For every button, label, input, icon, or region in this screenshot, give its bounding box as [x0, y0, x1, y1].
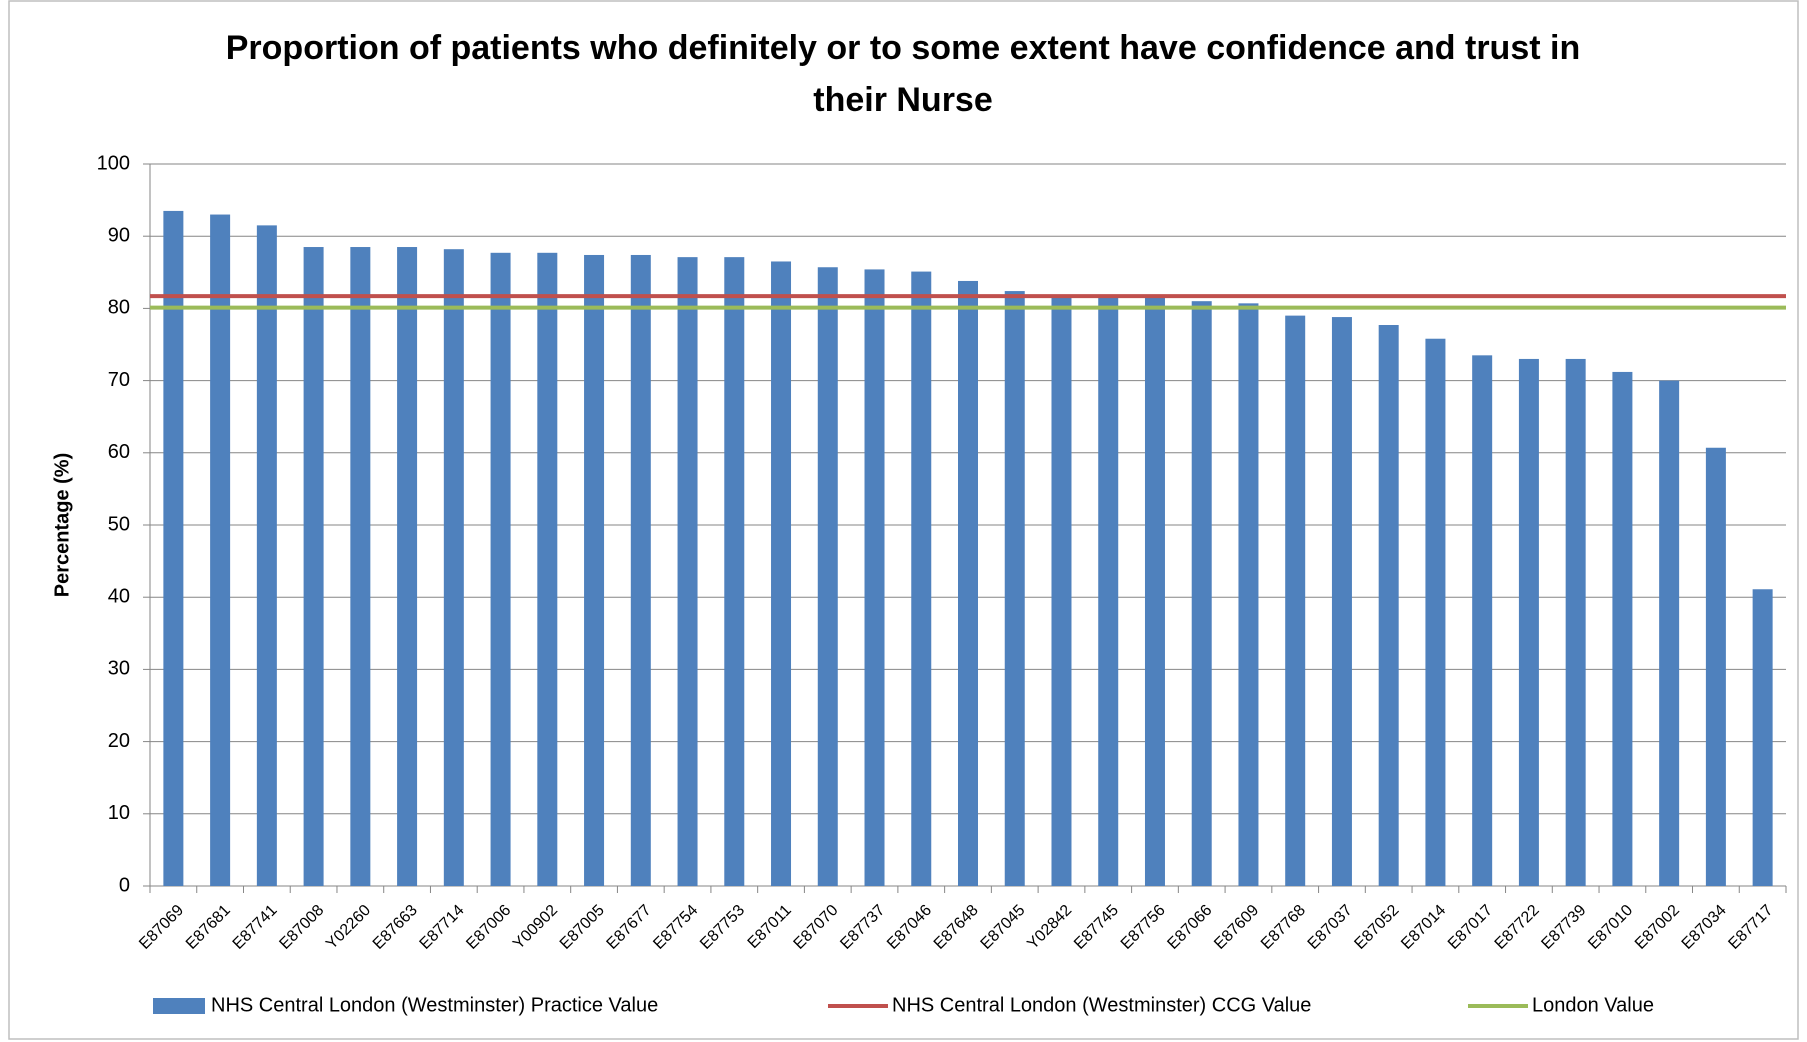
x-tick-label: E87066 — [1164, 902, 1215, 953]
x-tick-label: E87002 — [1632, 902, 1683, 953]
legend-label: London Value — [1532, 994, 1654, 1016]
x-tick-label: E87722 — [1492, 902, 1543, 953]
y-tick-label: 90 — [108, 224, 130, 246]
bar — [537, 252, 558, 886]
bar — [1378, 325, 1399, 887]
bar — [958, 280, 978, 886]
x-tick-label: E87714 — [417, 902, 468, 953]
y-tick-label: 100 — [97, 152, 130, 174]
x-tick-label: E87609 — [1211, 902, 1262, 953]
bar — [771, 261, 792, 887]
bar — [1472, 355, 1493, 887]
x-tick-label: E87741 — [230, 902, 281, 953]
x-tick-label: E87754 — [650, 902, 701, 953]
bar — [163, 210, 184, 886]
x-tick-label: E87663 — [370, 902, 421, 953]
bar — [490, 252, 511, 886]
x-tick-label: Y00902 — [510, 902, 561, 953]
x-tick-label: E87756 — [1118, 902, 1169, 953]
x-tick-label: E87745 — [1071, 902, 1122, 953]
bar — [443, 249, 464, 887]
x-tick-label: E87753 — [697, 902, 748, 953]
x-tick-label: E87005 — [557, 902, 608, 953]
x-tick-label: Y02842 — [1024, 902, 1075, 953]
x-tick-label: E87011 — [745, 902, 795, 952]
x-tick-label: E87717 — [1725, 902, 1776, 953]
y-axis-label: Percentage (%) — [51, 453, 73, 598]
x-tick-label: E87045 — [978, 902, 1029, 953]
chart-border — [8, 0, 1799, 1040]
bar — [256, 225, 277, 886]
bar — [1518, 358, 1539, 886]
bar — [1752, 589, 1773, 886]
bar — [350, 247, 371, 886]
x-tick-label: E87037 — [1305, 902, 1356, 953]
bar — [1425, 338, 1446, 886]
bar — [817, 267, 838, 887]
x-tick-label: E87681 — [183, 902, 234, 953]
bar — [1612, 371, 1633, 886]
bar — [303, 247, 324, 886]
x-tick-label: E87017 — [1445, 902, 1496, 953]
bar — [1191, 301, 1212, 886]
x-tick-label: E87739 — [1538, 902, 1589, 953]
y-tick-label: 50 — [108, 513, 130, 535]
bar — [677, 257, 698, 886]
x-tick-label: E87677 — [604, 902, 655, 953]
bar — [1004, 291, 1025, 886]
y-tick-label: 80 — [108, 297, 130, 319]
x-tick-label: Y02260 — [323, 902, 374, 953]
bar — [1051, 297, 1072, 886]
y-tick-label: 40 — [108, 585, 130, 607]
x-tick-label: E87008 — [276, 902, 327, 953]
x-tick-label: E87737 — [837, 902, 888, 953]
x-tick-label: E87006 — [463, 902, 514, 953]
y-tick-label: 0 — [119, 874, 130, 896]
x-tick-label: E87052 — [1351, 902, 1402, 953]
legend-label: NHS Central London (Westminster) CCG Val… — [892, 994, 1311, 1016]
x-tick-label: E87069 — [136, 902, 187, 953]
bar — [724, 257, 745, 886]
bar — [630, 254, 651, 887]
x-tick-label: E87070 — [791, 902, 842, 953]
y-tick-label: 20 — [108, 730, 130, 752]
x-tick-label: E87014 — [1398, 902, 1449, 953]
x-tick-label: E87648 — [931, 902, 982, 953]
y-tick-label: 10 — [108, 802, 130, 824]
bar — [911, 271, 932, 886]
bar — [864, 269, 885, 886]
bar — [1659, 380, 1680, 886]
bar — [1705, 447, 1726, 886]
bar — [1331, 317, 1352, 887]
y-tick-label: 70 — [108, 369, 130, 391]
x-tick-label: E87046 — [884, 902, 935, 953]
chart-title: Proportion of patients who definitely or… — [225, 29, 1581, 119]
bar — [1144, 297, 1165, 886]
bar — [210, 214, 231, 887]
legend-swatch — [153, 998, 205, 1014]
bar — [1285, 315, 1306, 886]
y-tick-label: 30 — [108, 658, 130, 680]
bar — [1565, 358, 1586, 886]
x-tick-label: E87034 — [1679, 902, 1730, 953]
legend-label: NHS Central London (Westminster) Practic… — [211, 994, 658, 1016]
x-tick-label: E87010 — [1585, 902, 1636, 953]
x-tick-label: E87768 — [1258, 902, 1309, 953]
bar — [397, 247, 418, 886]
bar — [1238, 303, 1259, 886]
bar — [1098, 297, 1119, 886]
bar — [584, 254, 605, 887]
y-tick-label: 60 — [108, 441, 130, 463]
